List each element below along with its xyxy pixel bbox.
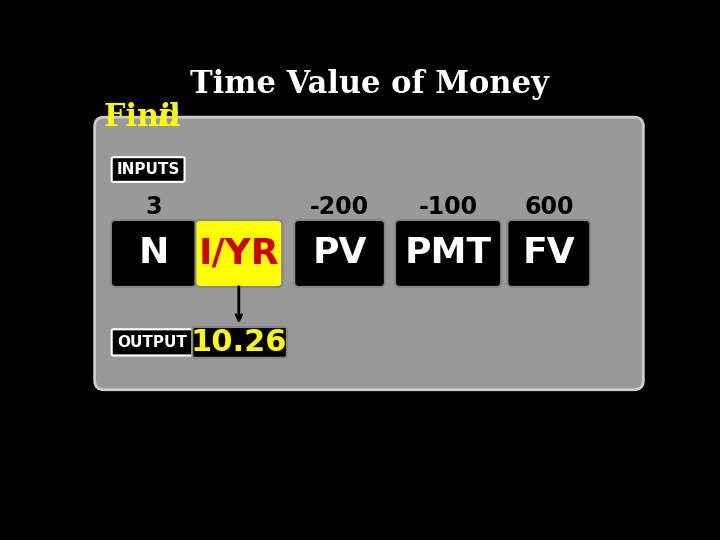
Text: PMT: PMT [405, 237, 492, 271]
FancyBboxPatch shape [112, 157, 184, 182]
Text: INPUTS: INPUTS [117, 162, 180, 177]
Text: FV: FV [523, 237, 575, 271]
Text: -200: -200 [310, 195, 369, 219]
FancyBboxPatch shape [192, 327, 287, 358]
Text: OUTPUT: OUTPUT [117, 335, 187, 350]
Text: Time Value of Money: Time Value of Money [189, 69, 549, 99]
FancyBboxPatch shape [294, 220, 385, 287]
FancyBboxPatch shape [508, 220, 590, 287]
FancyBboxPatch shape [395, 220, 501, 287]
FancyBboxPatch shape [195, 220, 282, 287]
Text: PV: PV [312, 237, 366, 271]
FancyBboxPatch shape [112, 329, 192, 355]
Text: N: N [138, 237, 168, 271]
Text: Find: Find [104, 102, 192, 133]
Text: 10.26: 10.26 [191, 328, 287, 357]
Text: i:: i: [158, 102, 181, 133]
Text: 600: 600 [524, 195, 574, 219]
FancyBboxPatch shape [94, 117, 644, 390]
FancyBboxPatch shape [111, 220, 196, 287]
Text: 3: 3 [145, 195, 162, 219]
Text: -100: -100 [418, 195, 477, 219]
Text: I/YR: I/YR [199, 237, 279, 271]
